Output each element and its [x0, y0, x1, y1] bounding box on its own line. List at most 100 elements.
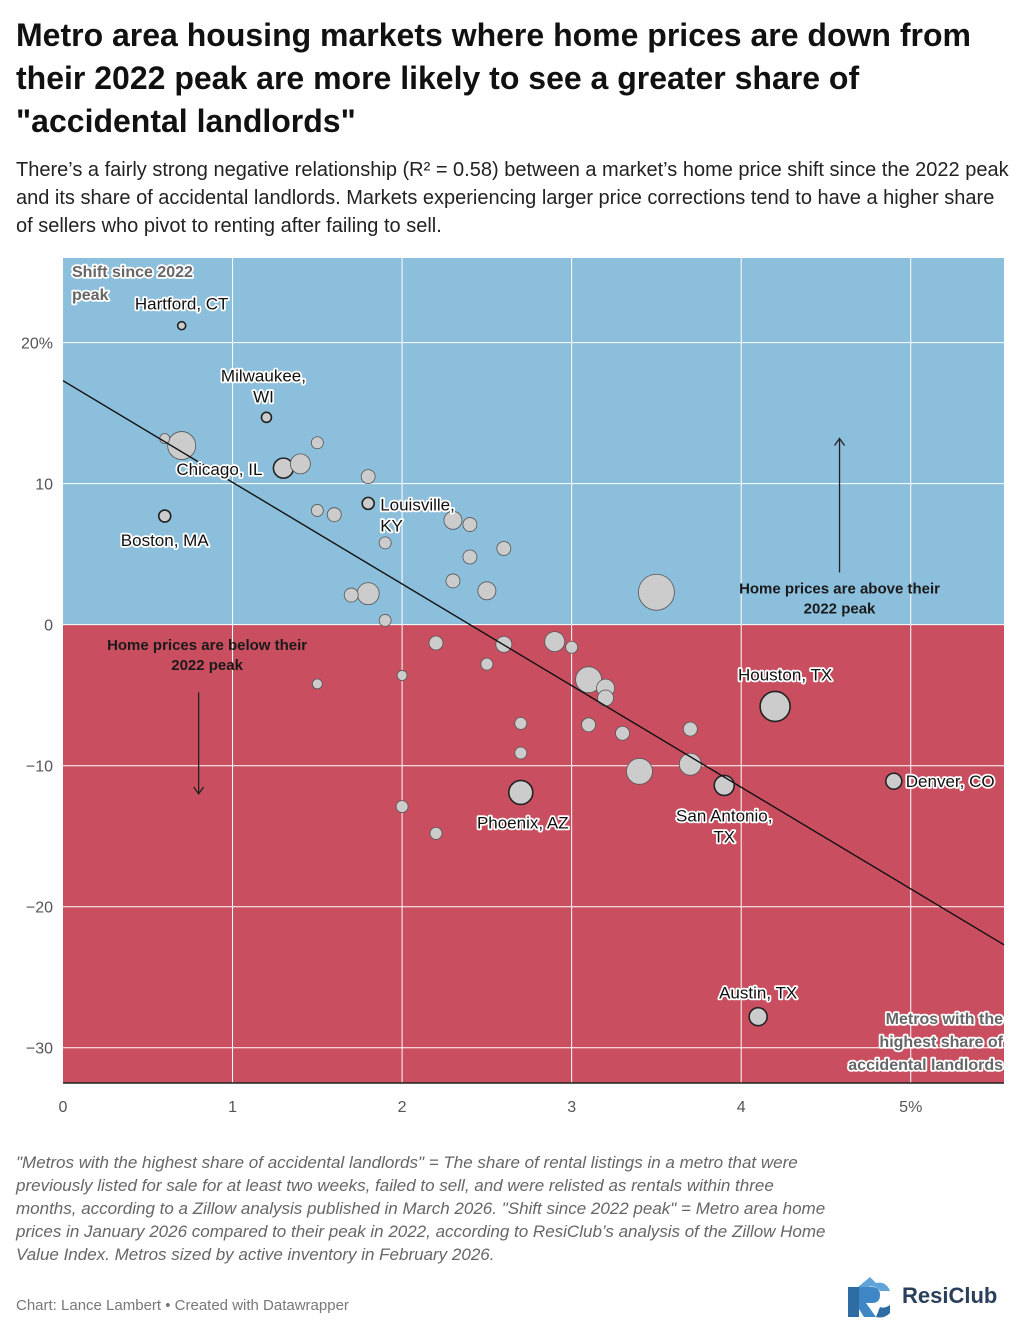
point-label: Louisville,: [380, 495, 455, 514]
data-point: [615, 725, 630, 741]
data-point: [626, 757, 653, 785]
point-label-halo: KY: [380, 516, 403, 535]
point-label-halo: San Antonio,: [676, 806, 772, 825]
data-point: [428, 635, 444, 651]
x-tick-label: 1: [228, 1099, 237, 1116]
annotation-below: Home prices are below their: [107, 637, 307, 654]
x-axis-label-halo: Metros with the: [886, 1011, 1003, 1028]
data-point: [361, 496, 375, 511]
x-tick-label: 4: [737, 1099, 746, 1116]
point-label-halo: Boston, MA: [121, 531, 210, 550]
data-point: [597, 689, 614, 707]
annotation-above: Home prices are above their: [739, 581, 940, 598]
point-label: WI: [253, 387, 274, 406]
x-axis-label: highest share of: [879, 1034, 1003, 1051]
data-point: [477, 581, 497, 601]
data-point: [514, 746, 528, 760]
data-point: [429, 826, 443, 840]
chart-title: Metro area housing markets where home pr…: [16, 17, 971, 139]
y-tick-label: 20%: [21, 336, 53, 353]
data-point: [310, 504, 324, 517]
data-point: [396, 670, 408, 681]
data-point: [682, 721, 698, 737]
data-point: [378, 614, 392, 627]
y-axis-label-halo: Shift since 2022: [72, 264, 193, 281]
data-point: [360, 469, 376, 484]
resiclub-logo-text: ResiClub: [902, 1283, 998, 1308]
point-label: Denver, CO: [906, 772, 995, 791]
data-point: [356, 582, 380, 606]
point-label-halo: Hartford, CT: [135, 295, 229, 314]
data-point: [343, 587, 359, 603]
data-point: [713, 774, 736, 797]
chart-subtitle: There’s a fairly strong negative relatio…: [16, 159, 1009, 237]
x-tick-label: 0: [59, 1099, 68, 1116]
plot-region-below: [63, 624, 1004, 1083]
data-point: [157, 509, 172, 523]
point-label-halo: Milwaukee,: [221, 366, 306, 385]
data-point: [678, 752, 702, 776]
data-point: [193, 464, 205, 475]
data-point: [759, 690, 791, 723]
x-tick-label: 2: [398, 1099, 407, 1116]
data-point: [544, 631, 566, 652]
data-point: [581, 717, 597, 733]
data-point: [326, 507, 342, 523]
data-point: [176, 320, 187, 331]
y-tick-label: −30: [26, 1041, 53, 1058]
y-tick-label: 0: [44, 618, 53, 635]
point-label: Chicago, IL: [176, 460, 262, 479]
point-label-halo: Denver, CO: [906, 772, 995, 791]
point-label-halo: Louisville,: [380, 495, 455, 514]
y-axis-label: Shift since 2022: [72, 264, 193, 281]
annotation-below: 2022 peak: [171, 657, 243, 674]
point-label-halo: Phoenix, AZ: [477, 813, 569, 832]
point-label-halo: TX: [713, 827, 735, 846]
point-label: Austin, TX: [719, 984, 797, 1003]
methodology-note: "Metros with the highest share of accide…: [16, 1153, 826, 1264]
data-point: [310, 436, 324, 450]
point-label: Phoenix, AZ: [477, 813, 569, 832]
x-axis-label: Metros with the: [886, 1011, 1003, 1028]
data-point: [480, 657, 494, 671]
data-point: [378, 536, 392, 550]
point-label-halo: WI: [253, 387, 274, 406]
data-point: [167, 431, 197, 460]
data-point: [514, 716, 528, 730]
plot-region-above: [63, 258, 1004, 625]
chart-credit: Chart: Lance Lambert • Created with Data…: [16, 1297, 349, 1314]
data-point: [507, 779, 534, 806]
data-point: [496, 541, 512, 556]
data-point: [260, 411, 273, 424]
point-label: TX: [713, 827, 735, 846]
data-point: [311, 678, 323, 690]
y-axis-label-halo: peak: [72, 287, 109, 304]
x-axis-label-halo: highest share of: [879, 1034, 1003, 1051]
point-label: Boston, MA: [121, 531, 210, 550]
trend-line: [62, 380, 1005, 946]
resiclub-logo[interactable]: ResiClub: [846, 1270, 1016, 1322]
point-label-halo: Houston, TX: [738, 665, 832, 684]
resiclub-logo-icon: [848, 1277, 890, 1318]
x-axis-label: accidental landlords: [848, 1057, 1003, 1074]
x-tick-label: 3: [567, 1099, 576, 1116]
y-tick-label: 10: [35, 477, 53, 494]
data-point: [884, 772, 903, 791]
point-label: San Antonio,: [676, 806, 772, 825]
annotation-above: 2022 peak: [804, 601, 876, 618]
data-point: [748, 1006, 768, 1027]
data-point: [443, 510, 463, 530]
data-point: [395, 800, 409, 813]
point-label: KY: [380, 516, 403, 535]
y-tick-label: −20: [26, 900, 53, 917]
annotation-arrowhead-down: [193, 786, 205, 796]
point-label: Milwaukee,: [221, 366, 306, 385]
point-label-halo: Chicago, IL: [176, 460, 262, 479]
y-tick-label: −10: [26, 759, 53, 776]
data-point: [638, 573, 675, 611]
y-axis-label: peak: [72, 287, 109, 304]
annotation-arrowhead-up: [834, 437, 846, 446]
x-tick-label: 5%: [899, 1099, 922, 1116]
data-point: [445, 573, 461, 589]
